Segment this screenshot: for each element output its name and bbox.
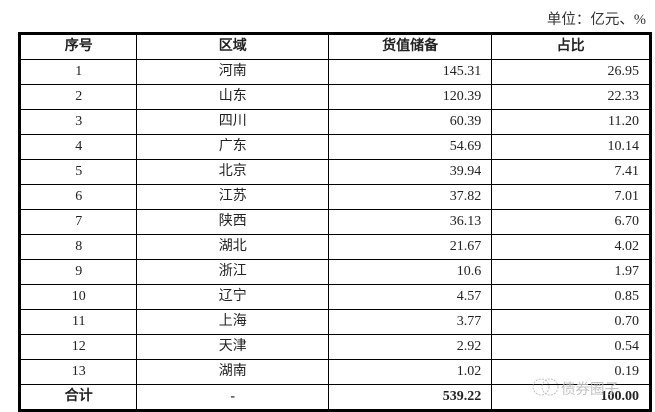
svg-text:债券圈子: 债券圈子 [561,381,619,398]
